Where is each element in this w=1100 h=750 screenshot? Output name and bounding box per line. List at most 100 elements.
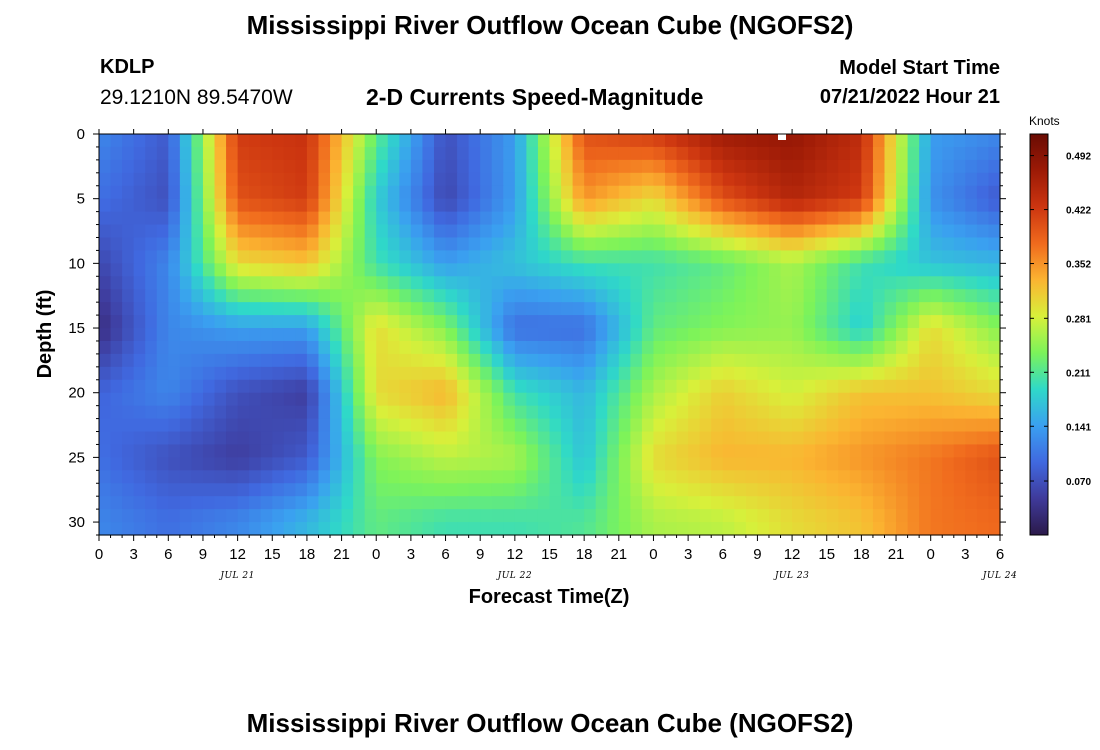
heatmap-cell (572, 302, 585, 316)
heatmap-cell (815, 224, 828, 239)
heatmap-cell (110, 470, 123, 484)
heatmap-cell (503, 353, 516, 368)
heatmap-cell (618, 418, 631, 433)
heatmap-cell (607, 198, 620, 213)
heatmap-cell (988, 198, 1001, 213)
heatmap-cell (491, 211, 504, 226)
heatmap-cell (364, 457, 377, 471)
heatmap-cell (861, 185, 874, 200)
x-tick-label: 18 (299, 546, 316, 563)
heatmap-cell (457, 172, 470, 187)
heatmap-cell (907, 353, 920, 368)
heatmap-cell (376, 289, 389, 303)
heatmap-cell (653, 185, 666, 200)
heatmap-cell (884, 185, 897, 200)
heatmap-cell (665, 522, 678, 536)
heatmap-cell (953, 353, 966, 368)
heatmap-cell (260, 444, 273, 458)
heatmap-cell (306, 211, 320, 226)
heatmap-cell (919, 263, 932, 277)
heatmap-cell (838, 302, 851, 316)
heatmap-cell (618, 405, 631, 420)
heatmap-cell (872, 392, 886, 407)
heatmap-cell (919, 211, 932, 226)
heatmap-cell (468, 379, 481, 394)
heatmap-cell (514, 392, 527, 407)
heatmap-cell (849, 470, 862, 484)
heatmap-cell (630, 172, 643, 187)
heatmap-cell (595, 276, 608, 290)
heatmap-cell (722, 224, 735, 239)
heatmap-cell (145, 289, 158, 303)
x-tick-label: 15 (818, 546, 835, 563)
heatmap-cell (676, 211, 689, 226)
heatmap-cell (156, 470, 169, 484)
heatmap-cell (976, 250, 990, 264)
heatmap-cell (711, 146, 724, 161)
heatmap-cell (699, 392, 712, 407)
heatmap-cell (353, 198, 366, 213)
heatmap-cell (503, 198, 516, 213)
heatmap-cell (734, 211, 747, 226)
heatmap-cell (214, 224, 227, 239)
heatmap-cell (884, 134, 897, 148)
heatmap-cell (884, 483, 897, 497)
heatmap-cell (341, 198, 354, 213)
heatmap-cell (549, 263, 562, 277)
heatmap-cell (110, 353, 123, 368)
heatmap-cell (942, 328, 955, 342)
heatmap-cell (295, 315, 308, 329)
heatmap-cell (526, 457, 539, 471)
heatmap-cell (549, 366, 562, 381)
heatmap-cell (699, 237, 712, 252)
heatmap-cell (561, 328, 574, 342)
heatmap-cell (376, 302, 389, 316)
heatmap-cell (803, 185, 816, 200)
heatmap-cell (330, 159, 343, 174)
heatmap-cell (618, 496, 631, 510)
heatmap-cell (757, 224, 770, 239)
heatmap-cell (295, 237, 308, 252)
heatmap-cell (283, 276, 296, 290)
heatmap-cell (792, 315, 805, 329)
heatmap-cell (226, 289, 239, 303)
heatmap-cell (584, 185, 597, 200)
heatmap-cell (330, 444, 343, 458)
heatmap-cell (537, 353, 551, 368)
heatmap-cell (480, 392, 493, 407)
heatmap-cell (665, 379, 678, 394)
heatmap-cell (491, 134, 504, 148)
heatmap-cell (780, 379, 793, 394)
heatmap-cell (226, 366, 239, 381)
heatmap-cell (942, 263, 955, 277)
heatmap-cell (872, 483, 886, 497)
heatmap-cell (353, 340, 366, 355)
heatmap-cell (953, 509, 966, 523)
heatmap-cell (618, 444, 631, 458)
heatmap-cell (757, 392, 770, 407)
heatmap-cell (907, 237, 920, 252)
heatmap-cell (168, 315, 181, 329)
heatmap-cell (549, 250, 562, 264)
heatmap-cell (145, 159, 158, 174)
heatmap-cell (745, 522, 759, 536)
heatmap-cell (653, 418, 666, 433)
heatmap-cell (110, 250, 123, 264)
heatmap-cell (318, 185, 331, 200)
heatmap-cell (780, 159, 793, 174)
heatmap-cell (618, 237, 631, 252)
heatmap-cell (503, 276, 516, 290)
heatmap-cell (688, 276, 701, 290)
heatmap-cell (572, 522, 585, 536)
heatmap-cell (272, 289, 285, 303)
heatmap-cell (884, 276, 897, 290)
heatmap-cell (514, 211, 527, 226)
heatmap-cell (330, 250, 343, 264)
heatmap-cell (803, 522, 816, 536)
heatmap-cell (665, 211, 678, 226)
heatmap-cell (768, 276, 782, 290)
heatmap-cell (826, 444, 839, 458)
heatmap-cell (514, 379, 527, 394)
heatmap-cell (884, 418, 897, 433)
heatmap-cell (630, 379, 643, 394)
